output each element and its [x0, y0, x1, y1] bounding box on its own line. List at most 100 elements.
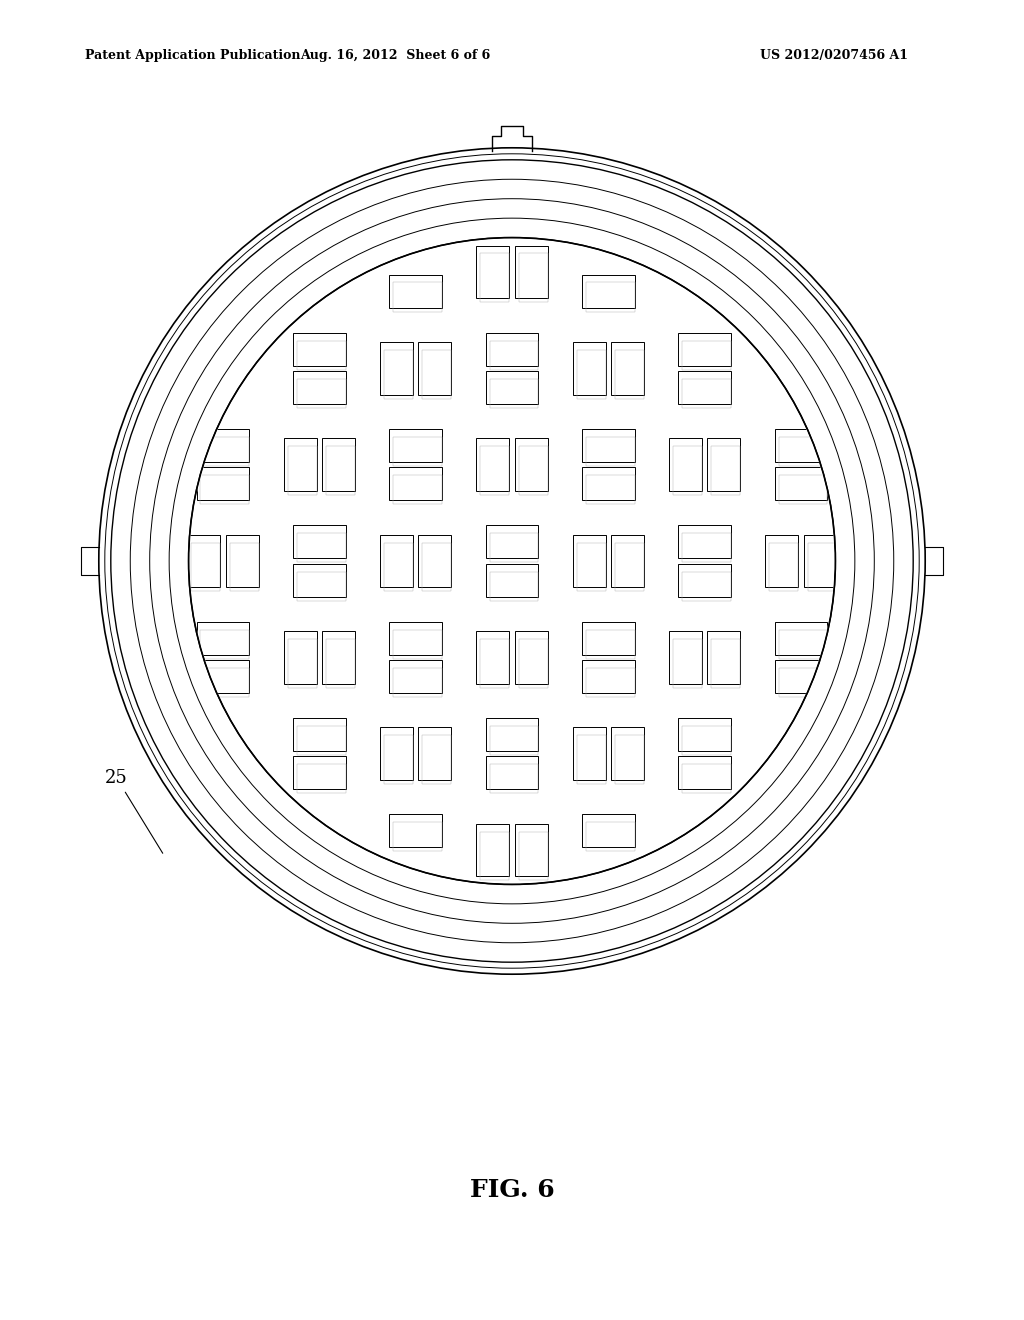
Bar	[678, 525, 731, 558]
Bar	[489, 726, 539, 755]
Bar	[322, 631, 355, 684]
Bar	[582, 467, 635, 500]
Bar	[380, 342, 413, 395]
Bar	[682, 572, 731, 601]
Bar	[293, 756, 346, 789]
Bar	[389, 429, 442, 462]
Bar	[678, 718, 731, 751]
Bar	[515, 246, 548, 298]
Bar	[586, 282, 635, 312]
Bar	[485, 718, 539, 751]
Bar	[489, 379, 539, 408]
Bar	[712, 639, 740, 688]
Bar	[418, 342, 452, 395]
Bar	[586, 475, 635, 504]
Bar	[572, 727, 606, 780]
Bar	[515, 438, 548, 491]
Bar	[326, 446, 355, 495]
Text: Aug. 16, 2012  Sheet 6 of 6: Aug. 16, 2012 Sheet 6 of 6	[300, 49, 490, 62]
Bar	[422, 350, 452, 399]
Bar	[582, 275, 635, 308]
Bar	[489, 533, 539, 562]
Bar	[577, 543, 606, 591]
Bar	[476, 631, 509, 684]
Bar	[476, 824, 509, 876]
Bar	[201, 668, 249, 697]
Bar	[297, 379, 346, 408]
Bar	[393, 630, 442, 659]
Bar	[293, 333, 346, 366]
Bar	[669, 438, 702, 491]
Bar	[322, 438, 355, 491]
Bar	[393, 282, 442, 312]
Text: 25: 25	[105, 770, 163, 853]
Bar	[480, 832, 509, 880]
Bar	[775, 660, 827, 693]
Text: US 2012/0207456 A1: US 2012/0207456 A1	[760, 49, 908, 62]
Bar	[201, 475, 249, 504]
Bar	[480, 639, 509, 688]
Bar	[673, 639, 702, 688]
Bar	[389, 660, 442, 693]
Bar	[297, 341, 346, 370]
Bar	[775, 622, 827, 655]
Bar	[480, 253, 509, 302]
Bar	[197, 622, 249, 655]
Bar	[393, 475, 442, 504]
Bar	[582, 814, 635, 847]
Bar	[586, 668, 635, 697]
Bar	[572, 535, 606, 587]
Bar	[389, 467, 442, 500]
Bar	[293, 525, 346, 558]
Bar	[288, 446, 316, 495]
Bar	[611, 535, 644, 587]
Bar	[384, 350, 413, 399]
Bar	[326, 639, 355, 688]
Bar	[476, 438, 509, 491]
Bar	[476, 246, 509, 298]
Bar	[766, 535, 799, 587]
Bar	[611, 342, 644, 395]
Circle shape	[189, 239, 835, 883]
Bar	[669, 631, 702, 684]
Bar	[775, 429, 827, 462]
Bar	[489, 764, 539, 793]
Bar	[297, 533, 346, 562]
Bar	[582, 622, 635, 655]
Bar	[229, 543, 258, 591]
Bar	[778, 630, 827, 659]
Bar	[682, 726, 731, 755]
Bar	[485, 371, 539, 404]
Bar	[804, 535, 837, 587]
Bar	[187, 535, 220, 587]
Bar	[389, 622, 442, 655]
Bar	[384, 543, 413, 591]
Bar	[678, 564, 731, 597]
Bar	[297, 764, 346, 793]
Bar	[389, 275, 442, 308]
Bar	[515, 631, 548, 684]
Bar	[586, 822, 635, 851]
Bar	[615, 735, 644, 784]
Bar	[586, 630, 635, 659]
Bar	[682, 341, 731, 370]
Bar	[389, 814, 442, 847]
Bar	[201, 437, 249, 466]
Text: FIG. 6: FIG. 6	[470, 1177, 554, 1203]
Bar	[197, 467, 249, 500]
Bar	[485, 525, 539, 558]
Bar	[678, 756, 731, 789]
Bar	[778, 475, 827, 504]
Bar	[418, 535, 452, 587]
Bar	[380, 535, 413, 587]
Bar	[384, 735, 413, 784]
Bar	[615, 350, 644, 399]
Bar	[572, 342, 606, 395]
Bar	[393, 437, 442, 466]
Bar	[293, 564, 346, 597]
Bar	[418, 727, 452, 780]
Bar	[485, 333, 539, 366]
Bar	[712, 446, 740, 495]
Bar	[582, 660, 635, 693]
Bar	[673, 446, 702, 495]
